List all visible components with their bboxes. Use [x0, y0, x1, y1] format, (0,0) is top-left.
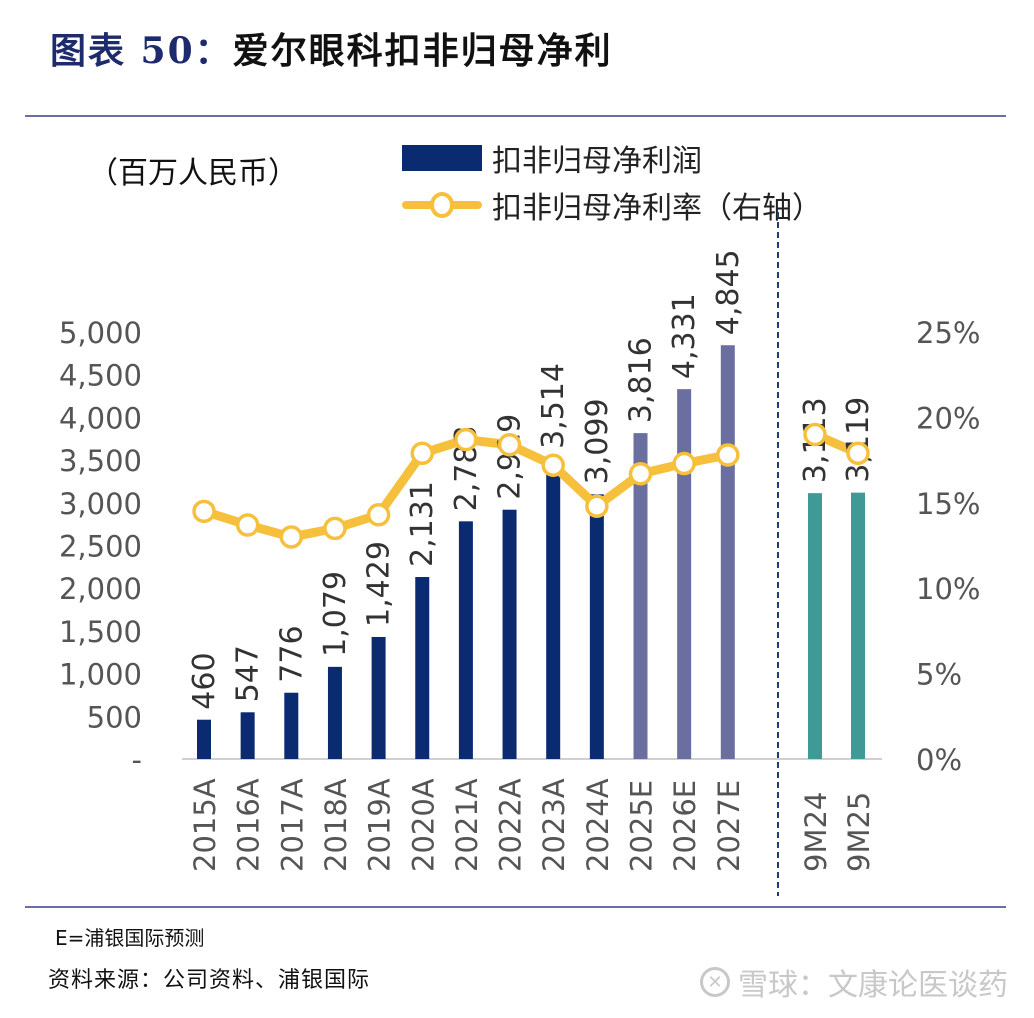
bar-value-label: 1,429 — [362, 541, 397, 627]
y-left-tick-label: 2,000 — [59, 572, 142, 606]
margin-marker-2015A — [192, 499, 216, 524]
bar-value-label: 3,099 — [580, 398, 615, 484]
bar-9M25 — [851, 492, 865, 759]
margin-marker-2016A — [235, 513, 260, 537]
bar-value-label: 2,919 — [493, 414, 528, 500]
legend-label-profit: 扣非归母净利润 — [492, 144, 702, 179]
x-tick-label: 9M25 — [842, 792, 876, 872]
x-tick-label: 2025E — [625, 780, 659, 872]
margin-marker-9M24 — [803, 422, 827, 447]
figure-title: 爱尔眼科扣非归母净利 — [232, 30, 613, 72]
bar-2019A — [371, 636, 386, 759]
y-left-tick-label: 3,500 — [59, 444, 142, 478]
bar-value-label: 4,331 — [667, 293, 702, 379]
margin-marker-2027E — [716, 443, 740, 467]
bar-2016A — [240, 712, 255, 759]
x-tick-label: 2016A — [232, 778, 266, 872]
bar-value-label: 460 — [187, 652, 222, 709]
x-tick-label: 2026E — [668, 780, 702, 872]
bar-value-label: 3,119 — [841, 397, 876, 483]
watermark-text: 雪球：文康论医谈药 — [738, 968, 1008, 1003]
margin-marker-2018A — [323, 516, 347, 541]
y-left-tick-label: 5,000 — [59, 316, 142, 350]
margin-marker-2023A — [541, 453, 565, 477]
unit-label: （百万人民币） — [88, 156, 298, 191]
bar-value-label: 2,131 — [405, 481, 440, 567]
bar-value-label: 3,816 — [624, 337, 659, 423]
y-right-tick-label: 0% — [916, 743, 962, 777]
margin-marker-2020A — [410, 441, 434, 466]
bar-value-label: 3,514 — [536, 363, 571, 449]
watermark: ✕ 雪球：文康论医谈药 — [700, 960, 1008, 1004]
legend-entry-profit: 扣非归母净利润 — [402, 136, 702, 180]
margin-marker-2024A — [585, 494, 609, 518]
margin-marker-2025E — [628, 462, 653, 486]
figure-number: 图表 50： — [50, 30, 233, 72]
y-left-tick-label: 1,000 — [59, 658, 142, 692]
margin-marker-9M25 — [846, 441, 870, 466]
forecast-note: E=浦银国际预测 — [55, 926, 205, 950]
snowball-logo-icon: ✕ — [700, 967, 730, 997]
bar-2018A — [327, 666, 342, 759]
bar-2020A — [415, 577, 430, 759]
margin-marker-2021A — [454, 427, 478, 452]
x-tick-label: 2015A — [188, 778, 222, 872]
bar-2025E — [633, 433, 648, 759]
chart-title: 图表 50：爱尔眼科扣非归母净利 — [50, 22, 613, 74]
x-tick-label: 2017A — [275, 778, 309, 872]
legend-label-margin: 扣非归母净利率（右轴） — [492, 191, 822, 226]
y-left-tick-label: 500 — [87, 700, 142, 734]
y-right-tick-label: 25% — [916, 316, 980, 350]
legend-line-swatch — [402, 190, 482, 220]
x-tick-label: 9M24 — [799, 792, 833, 872]
x-tick-label: 2020A — [406, 778, 440, 872]
y-left-tick-label: 4,000 — [59, 401, 142, 435]
top-rule — [25, 115, 1006, 117]
y-left-tick-label: 2,500 — [59, 530, 142, 564]
margin-marker-2017A — [279, 525, 304, 549]
legend-bar-swatch — [402, 145, 482, 171]
bar-9M24 — [808, 493, 822, 759]
bar-value-label: 1,079 — [318, 571, 353, 657]
x-tick-label: 2022A — [494, 778, 528, 872]
source-note: 资料来源：公司资料、浦银国际 — [48, 968, 371, 993]
x-tick-label: 2021A — [450, 778, 484, 872]
y-left-tick-label: 3,000 — [59, 487, 142, 521]
x-tick-label: 2019A — [363, 778, 397, 872]
x-tick-label: 2024A — [581, 778, 615, 872]
x-tick-label: 2023A — [537, 778, 571, 872]
margin-marker-2022A — [497, 432, 522, 457]
y-left-tick-label: 1,500 — [59, 615, 142, 649]
bar-2017A — [284, 692, 299, 759]
y-right-tick-label: 5% — [916, 658, 962, 692]
x-tick-label: 2027E — [712, 780, 746, 872]
bar-value-label: 4,845 — [711, 249, 746, 335]
legend-entry-margin: 扣非归母净利率（右轴） — [402, 183, 822, 227]
y-right-tick-label: 10% — [916, 572, 980, 606]
bar-2024A — [589, 494, 604, 759]
bar-2023A — [546, 458, 561, 759]
x-tick-label: 2018A — [319, 778, 353, 872]
bar-2021A — [458, 521, 473, 759]
y-left-tick-label: 4,500 — [59, 359, 142, 393]
bar-2022A — [502, 509, 517, 759]
bar-2015A — [197, 719, 211, 759]
margin-marker-2026E — [672, 451, 696, 476]
margin-marker-2019A — [366, 503, 391, 527]
bar-2027E — [720, 345, 735, 759]
y-right-tick-label: 20% — [916, 401, 980, 435]
y-right-tick-label: 15% — [916, 487, 980, 521]
bar-2026E — [677, 389, 692, 759]
bottom-rule — [25, 906, 1006, 908]
bar-value-label: 547 — [231, 645, 266, 702]
bar-value-label: 776 — [274, 625, 309, 682]
y-left-tick-label: - — [132, 743, 142, 777]
